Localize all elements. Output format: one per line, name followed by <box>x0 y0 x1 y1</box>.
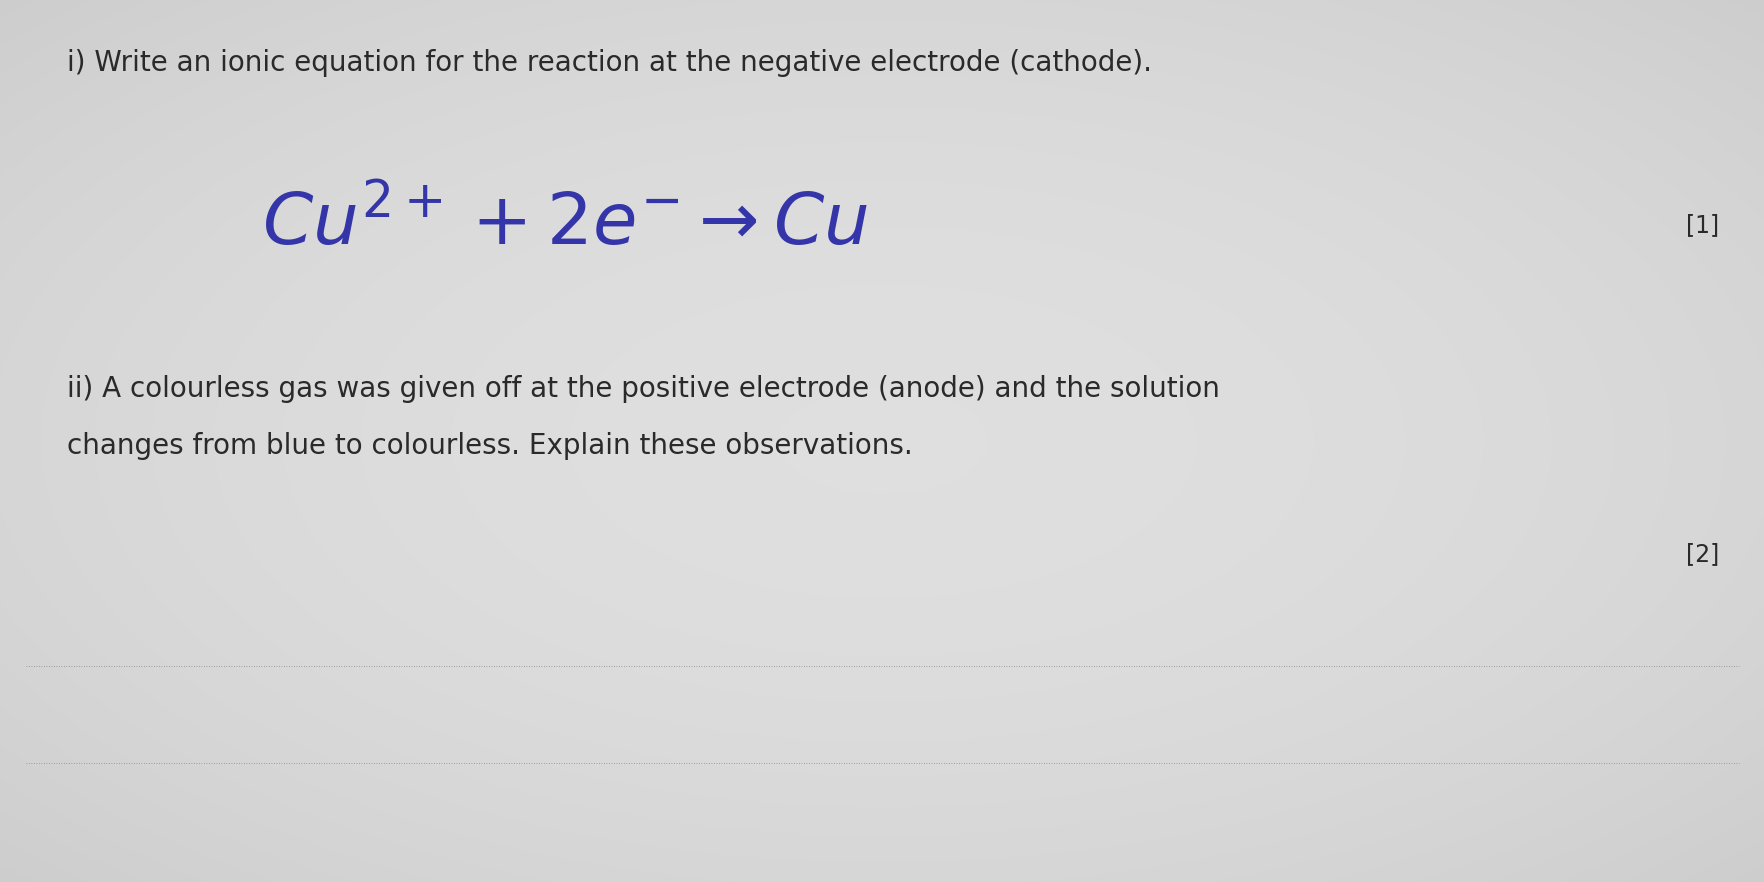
Text: ii) A colourless gas was given off at the positive electrode (anode) and the sol: ii) A colourless gas was given off at th… <box>67 375 1219 403</box>
Text: changes from blue to colourless. Explain these observations.: changes from blue to colourless. Explain… <box>67 432 912 460</box>
Text: $\mathit{Cu}^{2+} + 2\mathit{e}^{-} \rightarrow \mathit{Cu}$: $\mathit{Cu}^{2+} + 2\mathit{e}^{-} \rig… <box>261 189 868 261</box>
Text: [1]: [1] <box>1685 213 1718 237</box>
Text: i) Write an ionic equation for the reaction at the negative electrode (cathode).: i) Write an ionic equation for the react… <box>67 49 1152 77</box>
Text: [2]: [2] <box>1685 542 1718 566</box>
